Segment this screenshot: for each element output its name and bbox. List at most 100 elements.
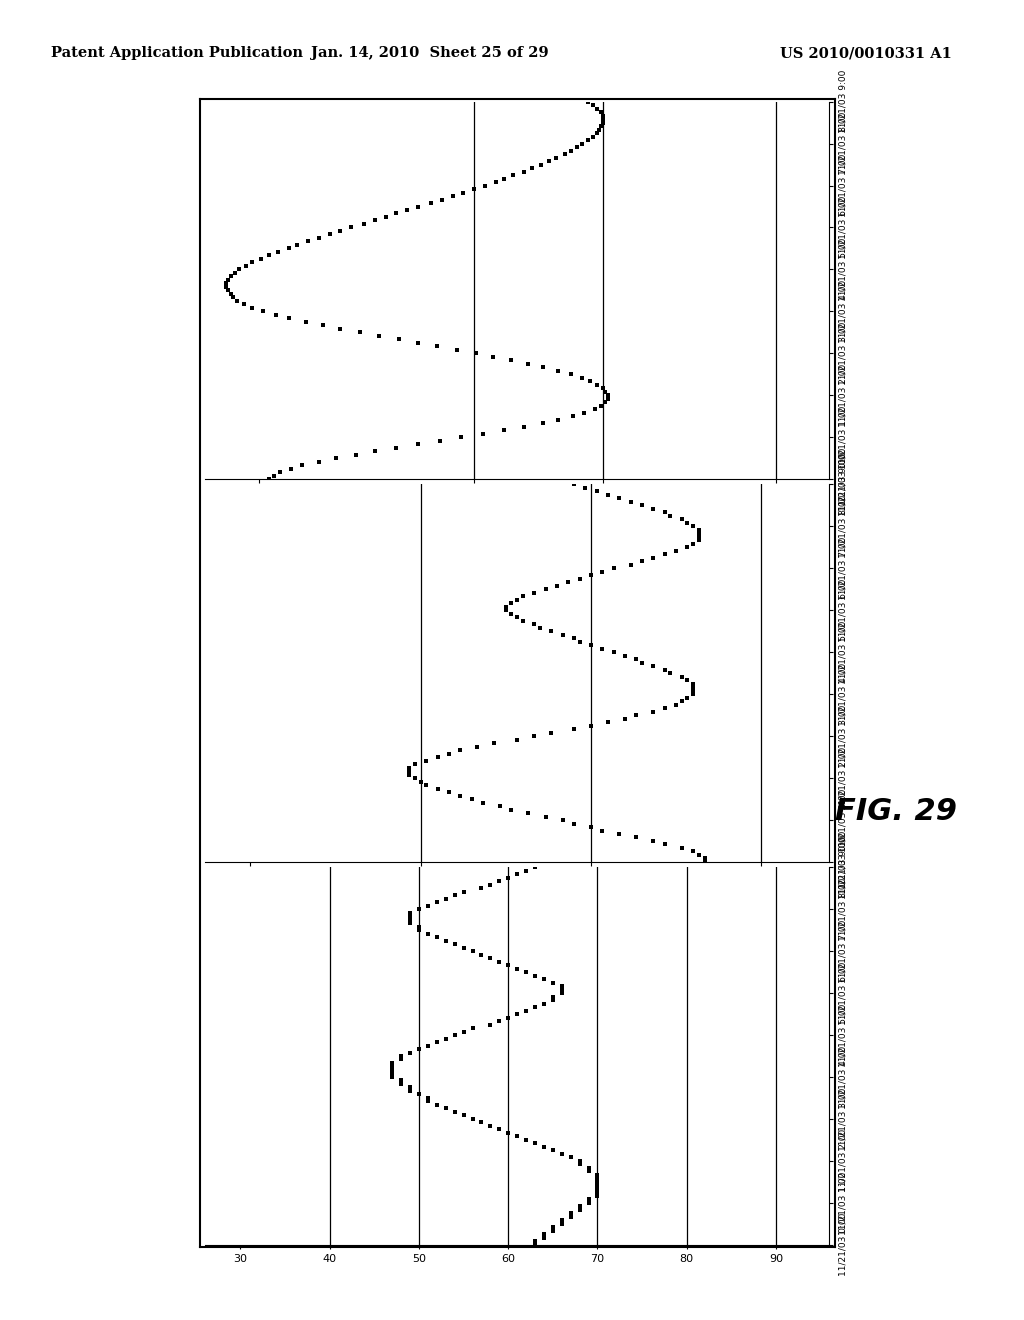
Point — [410, 333, 426, 354]
Point — [571, 1150, 588, 1171]
Point — [595, 378, 611, 399]
Point — [437, 888, 454, 909]
Point — [589, 1164, 605, 1185]
Point — [482, 1115, 499, 1137]
Point — [388, 437, 404, 458]
Point — [411, 916, 427, 937]
Point — [401, 909, 418, 931]
Point — [674, 508, 690, 529]
Point — [526, 614, 543, 635]
Point — [367, 441, 383, 462]
Point — [231, 259, 248, 280]
Point — [554, 809, 570, 830]
Point — [600, 711, 616, 733]
Point — [509, 729, 525, 750]
Point — [600, 484, 616, 506]
Point — [585, 95, 601, 116]
Point — [456, 882, 472, 903]
Point — [656, 834, 673, 855]
Point — [581, 1189, 597, 1210]
Point — [486, 733, 503, 754]
Point — [545, 1139, 561, 1162]
Point — [475, 792, 492, 813]
Point — [616, 645, 633, 667]
Point — [605, 558, 622, 579]
Point — [594, 638, 610, 659]
Point — [453, 739, 469, 760]
Point — [589, 375, 605, 396]
Point — [437, 1098, 454, 1119]
Point — [526, 1230, 543, 1251]
Point — [599, 388, 615, 409]
Point — [423, 193, 439, 214]
Point — [222, 284, 239, 305]
Point — [595, 108, 611, 129]
Point — [685, 533, 701, 554]
Point — [690, 529, 707, 550]
Point — [456, 1105, 472, 1126]
Point — [420, 895, 436, 916]
Text: US 2010/0010331 A1: US 2010/0010331 A1 — [780, 46, 952, 61]
Point — [645, 548, 662, 569]
Point — [449, 339, 465, 360]
Point — [453, 426, 469, 447]
Point — [623, 491, 639, 512]
Point — [593, 395, 609, 416]
Point — [656, 697, 673, 718]
Point — [420, 1090, 436, 1111]
Point — [679, 669, 695, 690]
Point — [591, 119, 607, 140]
Point — [281, 238, 297, 259]
Point — [656, 544, 673, 565]
Point — [384, 1063, 400, 1084]
Point — [589, 123, 605, 144]
Point — [343, 216, 359, 238]
Point — [503, 603, 519, 624]
Point — [333, 220, 349, 242]
Point — [634, 652, 650, 673]
Point — [298, 312, 314, 333]
Point — [356, 214, 373, 235]
Point — [595, 106, 611, 127]
Point — [272, 462, 289, 483]
Point — [690, 527, 707, 548]
Point — [611, 824, 628, 845]
Point — [431, 430, 447, 451]
Text: Patent Application Publication: Patent Application Publication — [51, 46, 303, 61]
Point — [220, 280, 237, 301]
Point — [518, 1001, 535, 1022]
Point — [482, 874, 499, 895]
Point — [605, 642, 622, 663]
Point — [236, 294, 252, 315]
Point — [401, 906, 418, 927]
Point — [509, 958, 525, 979]
Point — [401, 758, 418, 779]
Point — [222, 265, 239, 286]
Point — [556, 144, 572, 165]
Point — [569, 136, 586, 157]
Point — [420, 1088, 436, 1109]
Point — [580, 91, 596, 112]
Point — [679, 512, 695, 533]
Point — [526, 1234, 543, 1255]
Point — [399, 199, 416, 220]
Point — [420, 1035, 436, 1056]
Point — [518, 1130, 535, 1151]
Point — [571, 1200, 588, 1221]
Point — [548, 147, 564, 168]
Point — [597, 381, 613, 403]
Point — [509, 863, 525, 884]
Point — [515, 586, 531, 607]
Point — [565, 718, 582, 739]
Point — [623, 554, 639, 576]
Point — [581, 1158, 597, 1179]
Point — [294, 454, 310, 475]
Point — [526, 965, 543, 986]
Point — [300, 231, 316, 252]
Point — [393, 1071, 410, 1092]
Point — [628, 826, 644, 847]
Point — [645, 701, 662, 722]
Point — [685, 841, 701, 862]
Point — [663, 506, 679, 527]
Point — [634, 495, 650, 516]
